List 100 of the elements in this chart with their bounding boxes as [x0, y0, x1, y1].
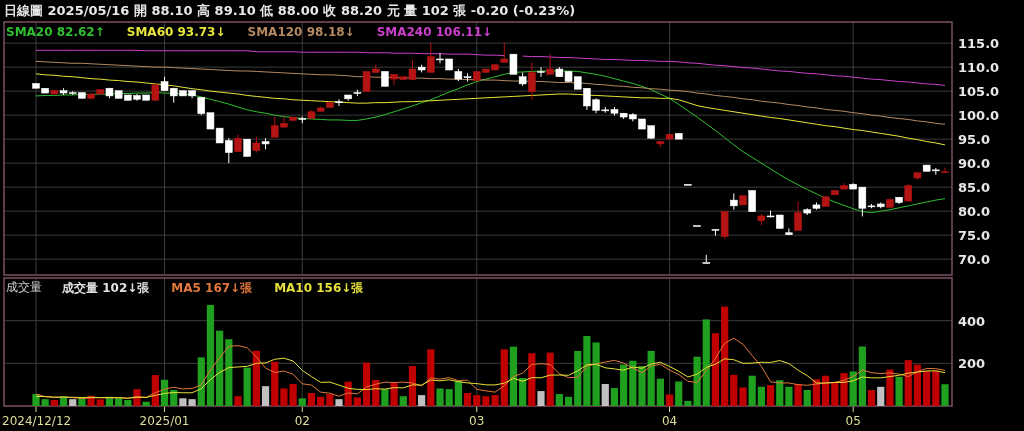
- y-tick-label: 75.0: [958, 228, 991, 244]
- bar: [564, 396, 573, 406]
- bar: [206, 304, 215, 406]
- bar: [528, 353, 536, 406]
- bar: [923, 370, 931, 406]
- y-tick-label: 85.0: [958, 180, 991, 196]
- bar: [124, 400, 132, 406]
- bar: [629, 360, 637, 406]
- x-tick-label: 02: [294, 414, 310, 428]
- bar: [794, 384, 802, 406]
- bar: [822, 375, 830, 406]
- bar: [840, 373, 848, 406]
- y-tick-label: 95.0: [958, 132, 991, 148]
- bar: [335, 399, 343, 406]
- bar: [941, 384, 949, 406]
- bar: [427, 349, 435, 406]
- bar: [895, 376, 903, 406]
- bar: [445, 389, 453, 406]
- bar: [50, 400, 58, 406]
- bar: [216, 330, 224, 406]
- bar: [261, 386, 270, 406]
- bar: [803, 390, 811, 406]
- bar: [519, 378, 527, 406]
- bar: [913, 364, 922, 406]
- bar: [675, 381, 683, 406]
- bar: [610, 388, 619, 406]
- bar: [877, 386, 885, 406]
- x-tick-label: 03: [469, 414, 485, 428]
- bar: [362, 362, 371, 406]
- y-tick-label: 400: [958, 313, 986, 329]
- bar: [381, 389, 389, 406]
- bar: [601, 384, 609, 406]
- bar: [353, 397, 361, 406]
- bar: [473, 395, 481, 406]
- bar: [317, 396, 325, 406]
- bar: [115, 398, 123, 406]
- bar: [69, 399, 77, 406]
- y-tick-label: 200: [958, 356, 986, 372]
- bar: [867, 390, 876, 406]
- bar: [142, 401, 150, 406]
- bar: [500, 349, 508, 406]
- bar: [197, 357, 205, 406]
- bar: [739, 387, 747, 406]
- bar: [252, 350, 260, 406]
- bar: [620, 364, 628, 406]
- bar: [702, 319, 710, 406]
- bar: [243, 367, 251, 406]
- x-tick-label: 05: [845, 414, 861, 428]
- bar: [225, 339, 233, 406]
- bar: [234, 396, 242, 406]
- y-tick-label: 100.0: [958, 108, 1000, 124]
- bar: [776, 380, 784, 406]
- bar: [748, 375, 756, 406]
- bar: [298, 398, 306, 406]
- x-tick-label: 2024/12/12: [2, 414, 72, 428]
- y-tick-label: 90.0: [958, 156, 991, 172]
- bar: [271, 361, 279, 406]
- bar: [537, 391, 545, 406]
- y-tick-label: 110.0: [958, 60, 1000, 76]
- y-tick-label: 115.0: [958, 36, 1000, 52]
- bar: [509, 346, 518, 406]
- bar: [390, 382, 398, 406]
- bar: [399, 396, 407, 406]
- bar: [170, 390, 178, 406]
- bar: [721, 306, 729, 406]
- x-tick-label: 2025/01: [139, 414, 190, 428]
- chart-title: 日線圖 2025/05/16 開 88.10 高 89.10 低 88.00 收 88.20 元 量 102 張 -0.20 (-0.23%): [4, 3, 576, 18]
- bar: [555, 394, 563, 406]
- bar: [463, 392, 472, 406]
- bar: [32, 394, 40, 406]
- bar: [858, 346, 866, 406]
- bar: [656, 378, 664, 406]
- bar: [41, 399, 49, 406]
- bar: [326, 394, 334, 406]
- bar: [436, 388, 444, 406]
- bar: [665, 394, 674, 406]
- bar: [546, 352, 554, 406]
- x-tick-label: 04: [661, 414, 678, 428]
- bar: [647, 350, 655, 406]
- bar: [757, 386, 765, 406]
- bar: [574, 350, 582, 406]
- bar: [904, 360, 912, 406]
- legend: 成交量 102↓張 MA5 167↓張 MA10 156↓張: [62, 281, 364, 295]
- bar: [730, 374, 738, 406]
- bar: [831, 382, 839, 406]
- bar: [418, 395, 426, 406]
- bar: [307, 392, 316, 406]
- chart-title: 成交量: [6, 280, 42, 294]
- bar: [408, 366, 417, 406]
- y-tick-label: 80.0: [958, 204, 991, 220]
- bar: [711, 333, 720, 406]
- y-tick-label: 70.0: [958, 252, 991, 268]
- legend: SMA20 82.62↑ SMA60 93.73↓ SMA120 98.18↓ SMA240 106.11↓: [6, 25, 493, 39]
- bar: [454, 380, 462, 406]
- bar: [849, 371, 857, 406]
- bar: [932, 370, 940, 406]
- y-tick-label: 105.0: [958, 84, 1000, 100]
- bar: [96, 399, 104, 406]
- bar: [785, 386, 793, 406]
- bar: [638, 366, 646, 406]
